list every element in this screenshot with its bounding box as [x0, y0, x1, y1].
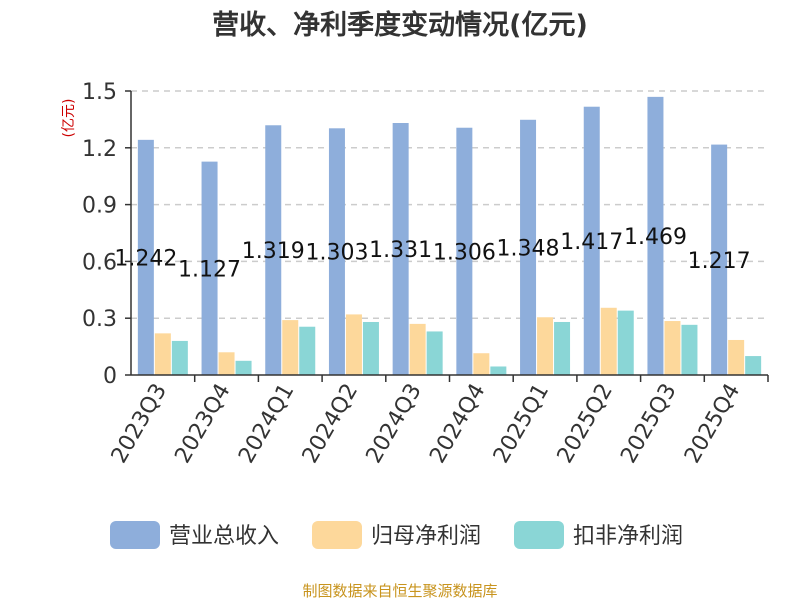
bar-net-profit-deducted [681, 324, 698, 375]
bar-revenue [456, 127, 473, 375]
data-label: 1.303 [305, 241, 368, 266]
x-tick-label: 2023Q4 [170, 380, 235, 468]
bar-revenue [711, 144, 728, 375]
bar-net-profit-deducted [235, 360, 252, 375]
y-tick-label: 0.6 [82, 250, 117, 275]
bar-net-profit [600, 307, 617, 375]
bar-net-profit [728, 339, 745, 375]
x-tick-label: 2024Q2 [298, 380, 363, 468]
bar-revenue [520, 119, 537, 376]
bar-net-profit-deducted [426, 331, 443, 375]
bar-net-profit-deducted [745, 356, 762, 375]
y-tick-label: 1.2 [82, 137, 117, 162]
gridlines [131, 90, 768, 319]
bar-net-profit [473, 353, 490, 375]
bar-net-profit [154, 333, 171, 375]
data-label: 1.319 [242, 239, 305, 264]
legend-swatch [312, 521, 362, 549]
bar-net-profit [409, 323, 426, 375]
bar-revenue [583, 106, 600, 376]
x-tick-label: 2024Q1 [234, 380, 299, 468]
x-tick-label: 2025Q3 [616, 380, 681, 468]
data-label: 1.242 [114, 246, 177, 271]
bar-net-profit [282, 320, 299, 375]
x-tick-label: 2023Q3 [107, 380, 172, 468]
x-tick-label: 2025Q4 [680, 380, 745, 468]
source-note: 制图数据来自恒生聚源数据库 [302, 582, 497, 600]
legend-swatch [110, 521, 160, 549]
bar-net-profit [345, 314, 362, 375]
y-axis-label: (亿元) [61, 99, 77, 138]
y-tick-label: 0.3 [82, 307, 117, 332]
bar-net-profit [664, 321, 681, 375]
legend-swatch [514, 521, 564, 549]
bar-revenue [201, 161, 218, 375]
data-label: 1.217 [688, 249, 751, 274]
data-label: 1.306 [433, 240, 496, 265]
bar-revenue [647, 96, 664, 376]
x-tick-label: 2025Q2 [553, 380, 618, 468]
legend-label: 扣非净利润 [573, 524, 683, 549]
bar-revenue [392, 122, 409, 375]
bars [137, 96, 762, 376]
x-tick-label: 2024Q3 [362, 380, 427, 468]
bar-net-profit [218, 352, 235, 375]
bar-net-profit-deducted [617, 310, 634, 375]
chart-title: 营收、净利季度变动情况(亿元) [212, 9, 588, 41]
bar-net-profit-deducted [299, 326, 316, 375]
bar-net-profit-deducted [490, 366, 507, 375]
legend: 营业总收入 归母净利润 扣非净利润 [110, 521, 683, 549]
x-tick-label: 2024Q4 [425, 379, 490, 467]
bar-revenue [265, 125, 282, 375]
y-tick-label: 0.9 [82, 194, 117, 219]
bar-net-profit-deducted [171, 340, 188, 375]
x-tick-label: 2025Q1 [489, 380, 554, 468]
y-tick-label: 0 [103, 364, 117, 389]
data-label: 1.469 [624, 225, 687, 250]
bar-revenue [137, 139, 154, 375]
legend-label: 归母净利润 [371, 524, 481, 549]
legend-label: 营业总收入 [169, 524, 279, 549]
data-label: 1.331 [369, 238, 432, 263]
bar-net-profit-deducted [554, 321, 571, 375]
data-label: 1.127 [178, 257, 241, 282]
bar-revenue [328, 128, 345, 375]
data-label: 1.417 [560, 230, 623, 255]
data-label: 1.348 [497, 236, 560, 261]
y-tick-label: 1.5 [82, 80, 117, 105]
bar-net-profit-deducted [362, 321, 379, 375]
bar-net-profit [537, 317, 554, 375]
